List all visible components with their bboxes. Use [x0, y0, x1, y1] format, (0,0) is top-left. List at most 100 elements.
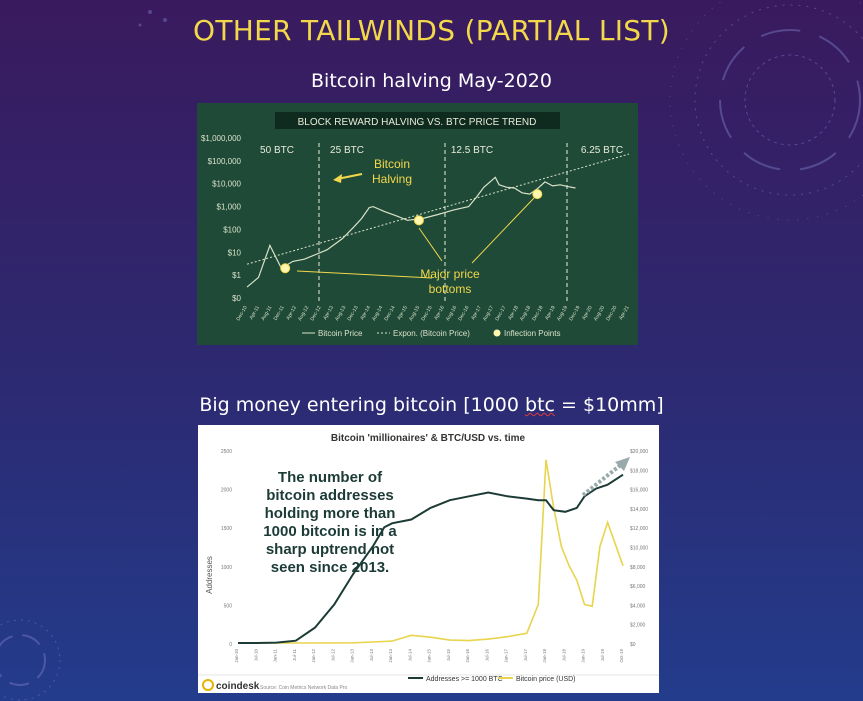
x-tick-label: Dec-20 [605, 305, 618, 322]
legend-label-trend: Expon. (Bitcoin Price) [393, 329, 470, 338]
annotation-line: sharp uptrend not [266, 541, 394, 558]
annotation-line: seen since 2013. [271, 559, 389, 576]
x-tick-label: Jan-10 [234, 649, 239, 663]
bottoms-pointer-1 [296, 270, 433, 279]
x-tick-label: Jul-10 [253, 649, 258, 662]
y-tick-label: $0 [232, 294, 241, 303]
y-tick-label: $1,000,000 [201, 134, 242, 143]
era-label: 50 BTC [260, 145, 294, 156]
inflection-point [280, 263, 291, 274]
y-left-tick-label: 1500 [221, 526, 232, 532]
chart2-y-axis-label: Addresses [205, 556, 214, 594]
inflection-point [532, 189, 543, 200]
x-tick-label: Jul-13 [369, 649, 374, 662]
annotation-line: holding more than [265, 505, 396, 522]
y-right-tick-label: $10,000 [630, 546, 648, 552]
y-tick-label: $100,000 [208, 157, 242, 166]
y-right-tick-label: $2,000 [630, 623, 646, 629]
x-tick-label: Oct-19 [619, 649, 624, 663]
trend-line [246, 153, 630, 265]
millionaires-chart: Bitcoin 'millionaires' & BTC/USD vs. tim… [198, 425, 659, 693]
halving-subtitle: Bitcoin halving May-2020 [311, 70, 552, 92]
x-tick-label: Dec-10 [235, 305, 248, 322]
y-right-tick-label: $18,000 [630, 468, 648, 474]
uptrend-arrow [581, 461, 625, 497]
uptrend-arrow-head [615, 457, 630, 471]
y-right-tick-label: $12,000 [630, 526, 648, 532]
annotation-line: The number of [278, 469, 383, 486]
era-label: 12.5 BTC [451, 145, 493, 156]
x-tick-label: Dec-16 [457, 305, 470, 322]
bottoms-annotation-line1: Major price [420, 267, 480, 281]
bottoms-pointer-3 [471, 197, 535, 264]
x-tick-label: Jul-11 [292, 649, 297, 661]
x-tick-label: Jan-12 [311, 649, 316, 663]
y-tick-label: $100 [223, 225, 241, 234]
era-label: 6.25 BTC [581, 145, 623, 156]
x-tick-label: Jan-15 [427, 649, 432, 663]
coindesk-logo-icon [202, 679, 214, 691]
y-tick-label: $10 [228, 248, 242, 257]
y-left-tick-label: 500 [224, 603, 233, 609]
x-tick-label: Jul-19 [600, 649, 605, 662]
x-tick-label: Jul-12 [330, 649, 335, 662]
x-tick-label: Jul-16 [484, 649, 489, 662]
halving-arrow-head [333, 174, 342, 183]
bottoms-pointer-2 [418, 227, 443, 262]
x-tick-label: Dec-14 [383, 305, 396, 322]
x-tick-label: Apr-21 [618, 305, 631, 321]
chart2-source: Source: Coin Metrics Network Data Pro [260, 685, 347, 691]
chart2-title: Bitcoin 'millionaires' & BTC/USD vs. tim… [331, 433, 526, 444]
legend-swatch-inflection [493, 329, 501, 337]
x-tick-label: Dec-19 [568, 305, 581, 322]
halving-chart: BLOCK REWARD HALVING VS. BTC PRICE TREND… [197, 103, 638, 345]
y-left-tick-label: 2000 [221, 488, 232, 494]
halving-annotation-line2: Halving [372, 172, 412, 186]
x-tick-label: Apr-11 [249, 305, 262, 321]
x-tick-label: Dec-12 [309, 305, 322, 322]
x-tick-label: Jul-17 [523, 649, 528, 662]
x-tick-label: Dec-13 [346, 305, 359, 322]
big-money-subtitle-btc: btc [525, 394, 555, 416]
y-right-tick-label: $4,000 [630, 603, 646, 609]
x-tick-label: Jul-15 [446, 649, 451, 662]
halving-annotation-line1: Bitcoin [374, 157, 410, 171]
x-tick-label: Jan-14 [388, 649, 393, 663]
halving-chart-svg: BLOCK REWARD HALVING VS. BTC PRICE TREND… [201, 112, 631, 338]
y-left-tick-label: 1000 [221, 565, 232, 571]
big-money-subtitle: Big money entering bitcoin [1000 btc = $… [0, 394, 863, 416]
x-tick-label: Jan-18 [542, 649, 547, 663]
era-label: 25 BTC [330, 145, 364, 156]
y-left-tick-label: 0 [229, 642, 232, 648]
annotation-line: bitcoin addresses [266, 487, 394, 504]
big-money-subtitle-post: = $10mm] [554, 394, 664, 416]
y-right-tick-label: $16,000 [630, 488, 648, 494]
y-right-tick-label: $6,000 [630, 584, 646, 590]
coindesk-logo-text: coindesk [216, 681, 260, 692]
y-tick-label: $10,000 [212, 180, 241, 189]
x-tick-label: Jul-14 [407, 649, 412, 662]
x-tick-label: Jan-16 [465, 649, 470, 663]
slide-title: OTHER TAILWINDS (PARTIAL LIST) [192, 14, 670, 47]
millionaires-chart-svg: Bitcoin 'millionaires' & BTC/USD vs. tim… [198, 433, 659, 692]
chart1-title-box [275, 112, 560, 129]
x-tick-label: Jan-11 [273, 649, 278, 663]
y-right-tick-label: $8,000 [630, 565, 646, 571]
x-tick-label: Dec-11 [273, 305, 286, 322]
chart1-title: BLOCK REWARD HALVING VS. BTC PRICE TREND [298, 117, 537, 128]
inflection-point [413, 215, 424, 226]
addresses-line [238, 473, 624, 644]
legend-label-price2: Bitcoin price (USD) [516, 676, 576, 683]
big-money-subtitle-pre: Big money entering bitcoin [1000 [199, 394, 526, 416]
y-tick-label: $1 [232, 271, 241, 280]
x-tick-label: Jan-17 [504, 649, 509, 663]
y-right-tick-label: $14,000 [630, 507, 648, 513]
price-line [246, 176, 576, 288]
bottoms-annotation-line2: bottoms [429, 282, 472, 296]
y-tick-label: $1,000 [217, 203, 242, 212]
y-left-tick-label: 2500 [221, 449, 232, 455]
legend-label-price: Bitcoin Price [318, 329, 363, 338]
y-right-tick-label: $20,000 [630, 449, 648, 455]
x-tick-label: Jan-13 [350, 649, 355, 663]
x-tick-label: Jul-18 [561, 649, 566, 662]
